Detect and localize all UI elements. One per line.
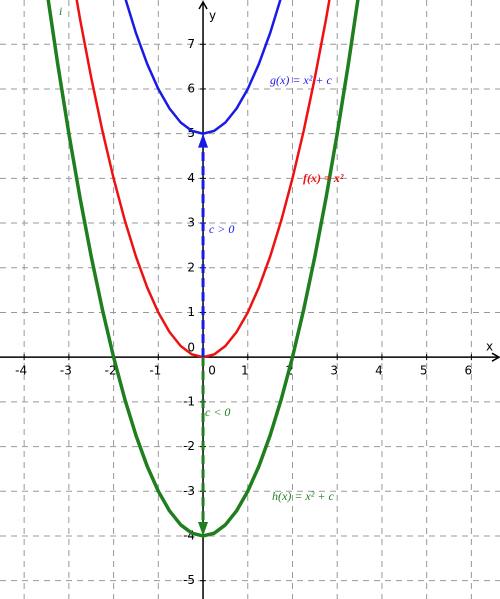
x-tick-label: -3 xyxy=(60,364,72,378)
y-tick-label: 4 xyxy=(187,171,195,185)
y-tick-label: 5 xyxy=(187,126,195,140)
annotation: f(x) = x² xyxy=(303,171,344,185)
y-tick-label: -2 xyxy=(183,439,195,453)
y-tick-label: -1 xyxy=(183,394,195,408)
annotation: c > 0 xyxy=(209,222,234,236)
arrow-head xyxy=(198,133,209,148)
y-tick-label: -3 xyxy=(183,484,195,498)
x-axis-label: x xyxy=(486,340,493,354)
x-tick-label: 1 xyxy=(241,364,249,378)
curve xyxy=(46,0,360,538)
x-tick-label: 3 xyxy=(330,364,338,378)
curve xyxy=(124,0,282,135)
x-tick-label: -2 xyxy=(105,364,117,378)
annotation: i xyxy=(59,4,62,18)
y-tick-label: 0 xyxy=(187,341,195,355)
x-axis-arrow xyxy=(491,352,500,362)
x-tick-label: 6 xyxy=(465,364,473,378)
y-axis-arrow xyxy=(198,0,208,10)
y-tick-label: 3 xyxy=(187,216,195,230)
x-tick-label: 4 xyxy=(375,364,383,378)
x-tick-label: -4 xyxy=(15,364,27,378)
x-tick-label: 5 xyxy=(420,364,428,378)
annotation: c < 0 xyxy=(205,405,230,419)
y-tick-label: -4 xyxy=(183,528,195,542)
annotation: g(x) = x² + c xyxy=(270,73,332,87)
arrow-head xyxy=(198,521,209,536)
y-axis-label: y xyxy=(209,9,216,23)
x-tick-label: 0 xyxy=(208,364,216,378)
y-tick-label: -5 xyxy=(183,573,195,587)
annotation: h(x) = x² + c xyxy=(272,489,334,503)
x-tick-label: -1 xyxy=(149,364,161,378)
y-tick-label: 6 xyxy=(187,81,195,95)
y-tick-label: 7 xyxy=(187,37,195,51)
y-tick-label: 2 xyxy=(187,260,195,274)
y-tick-label: 1 xyxy=(187,305,195,319)
